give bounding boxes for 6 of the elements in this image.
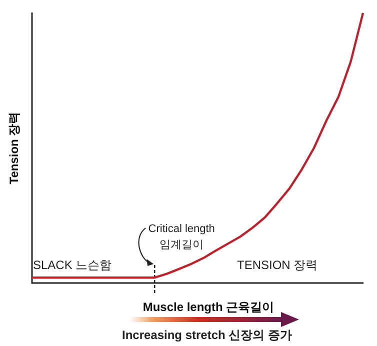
text: Increasing stretch 신장의 증가 — [122, 328, 292, 342]
y-axis-title: Tension 장력 — [7, 112, 21, 184]
annotation: TENSION 장력 — [237, 258, 318, 272]
annotation: Critical length 임계길이 — [148, 223, 215, 251]
annotation: SLACK 느슨함 — [33, 258, 112, 272]
x-axis-title: Muscle length 근육길이 — [142, 300, 274, 314]
